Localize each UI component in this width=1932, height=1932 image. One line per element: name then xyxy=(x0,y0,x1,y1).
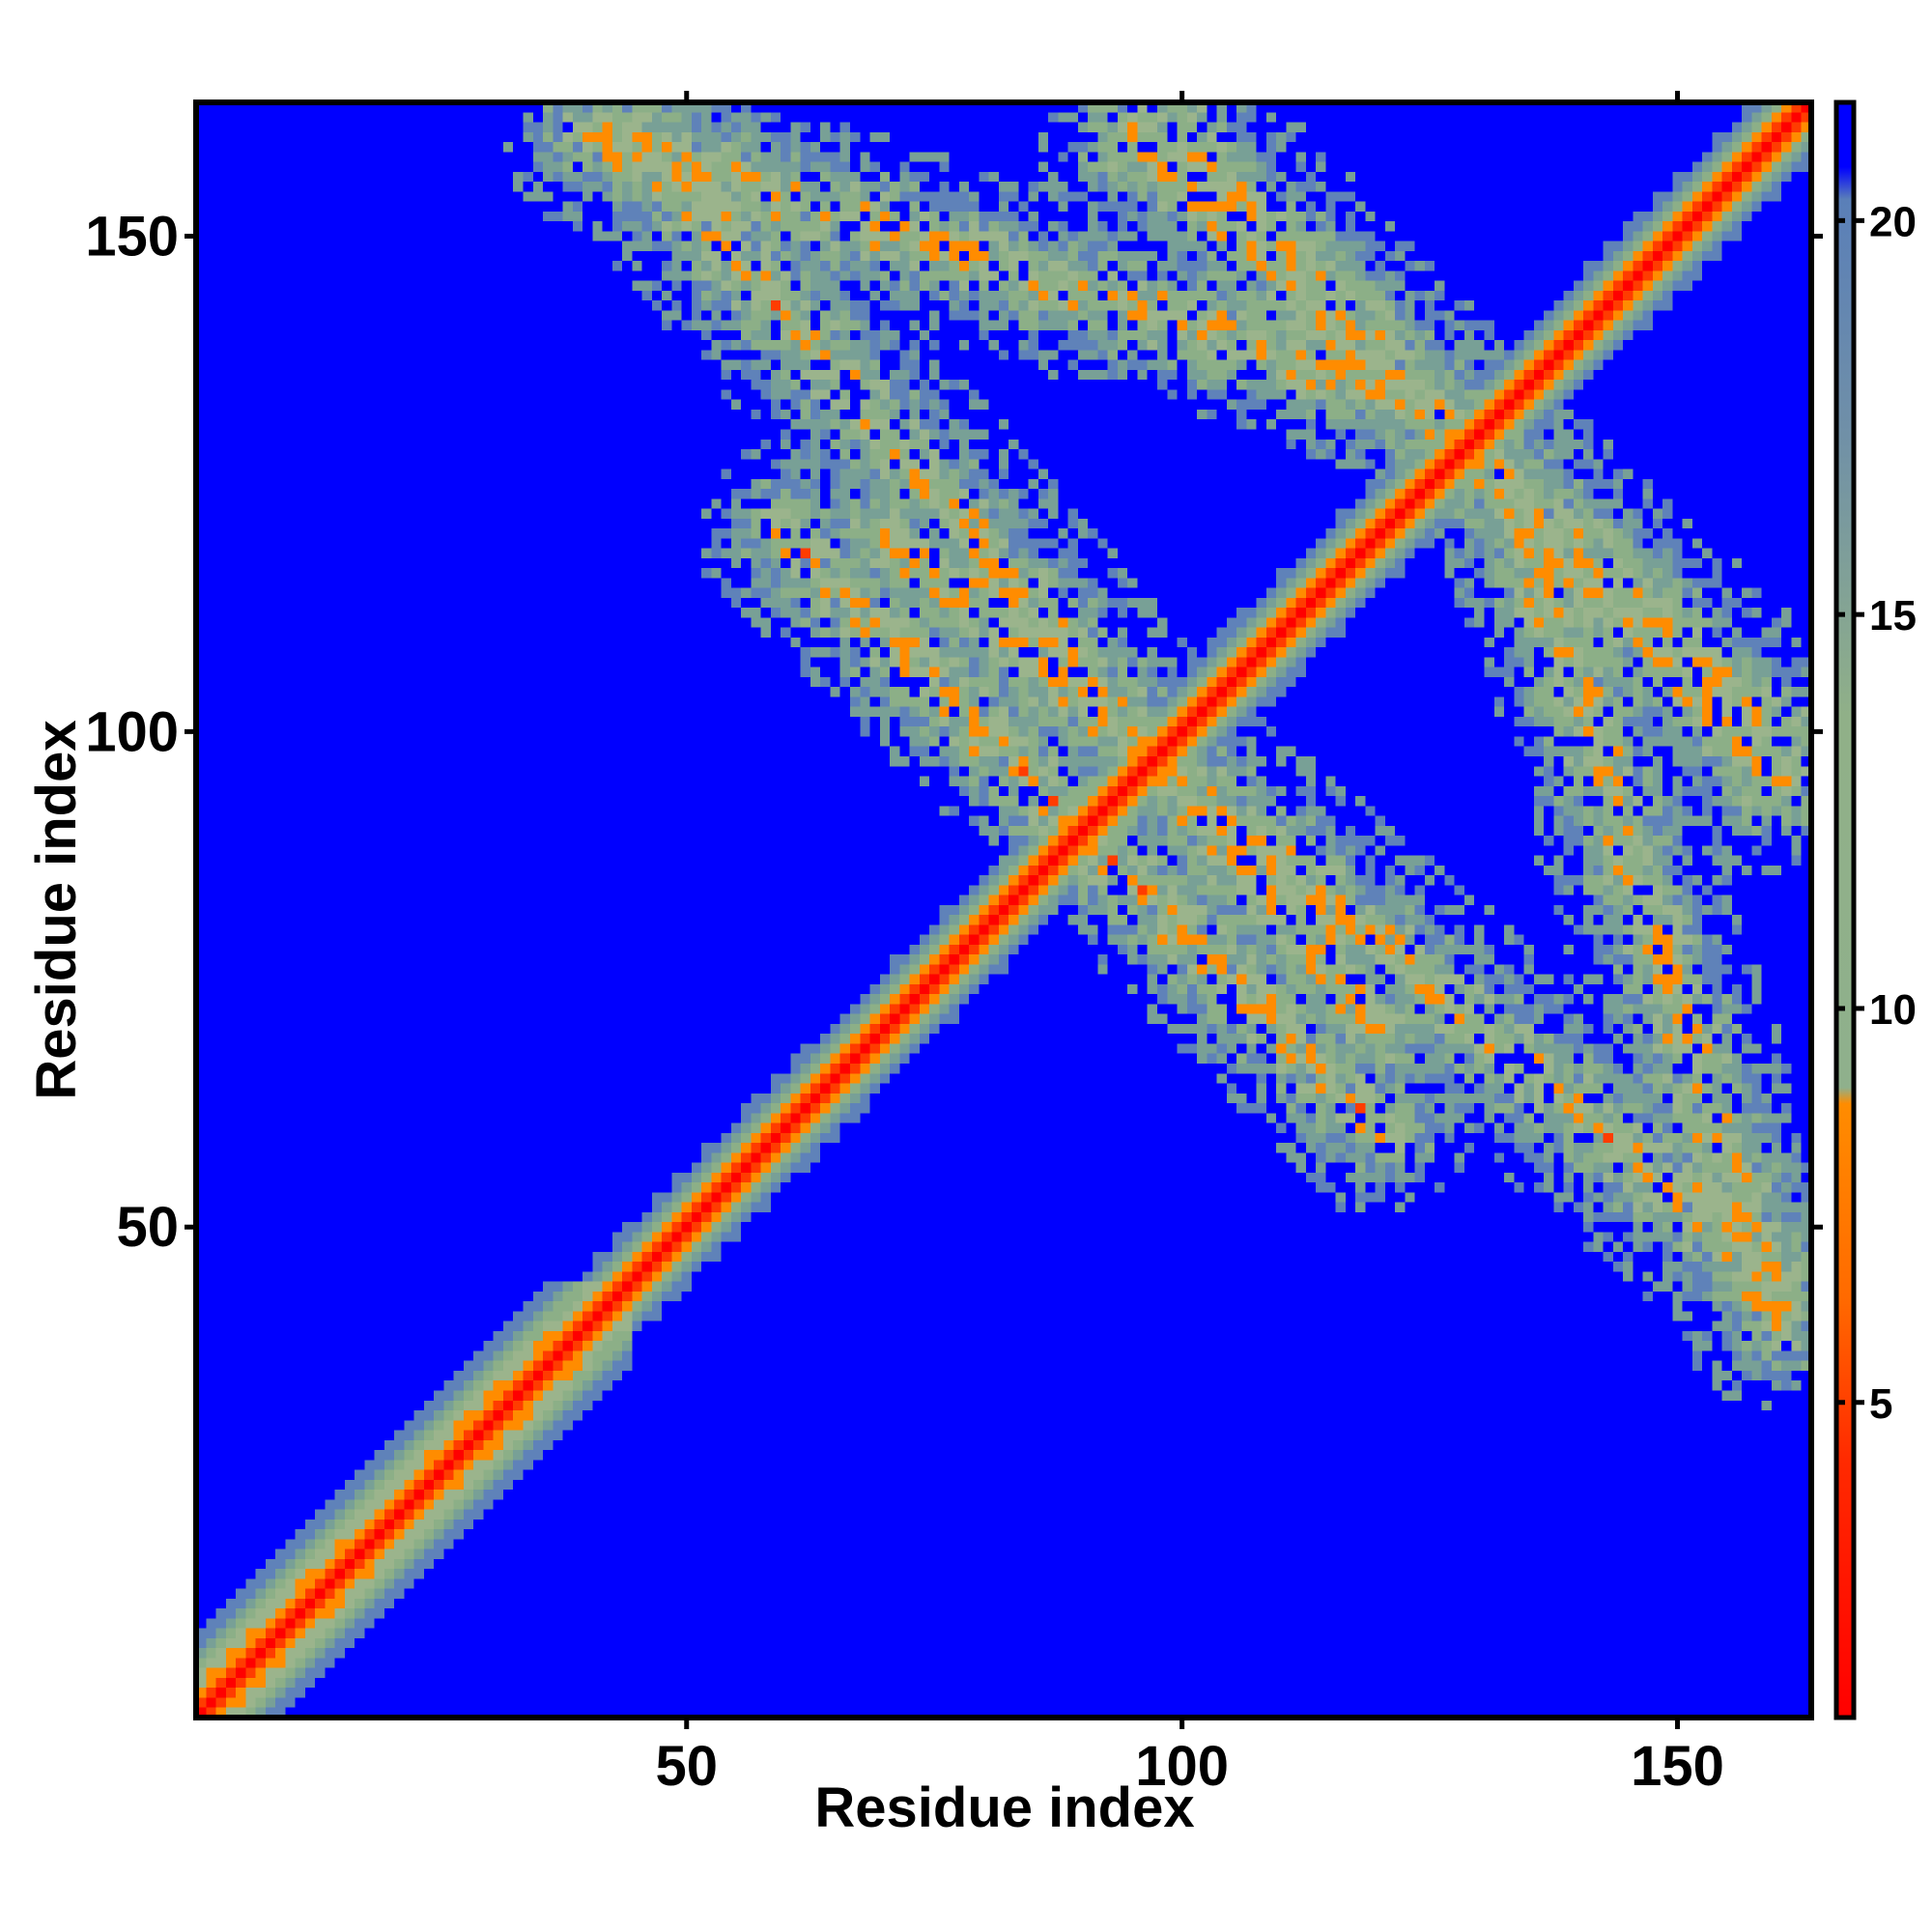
colorbar: 5 10 15 20 xyxy=(1833,99,1917,1720)
y-tick-label: 100 xyxy=(85,700,179,763)
plot-frame xyxy=(193,99,1814,1720)
colorbar-gradient xyxy=(1833,99,1857,1720)
x-tick-label: 150 xyxy=(1631,1735,1724,1798)
y-axis-ticks: 50 100 150 xyxy=(85,205,1823,1259)
x-axis-label: Residue index xyxy=(814,1776,1194,1839)
colorbar-tick-label: 15 xyxy=(1869,592,1917,639)
x-axis-ticks: 50 100 150 xyxy=(655,91,1724,1798)
y-tick-label: 50 xyxy=(116,1196,179,1259)
x-tick-label: 50 xyxy=(655,1735,718,1798)
heatmap-cells xyxy=(196,102,1811,1718)
colorbar-tick-label: 5 xyxy=(1869,1380,1892,1428)
x-tick-label: 100 xyxy=(1135,1735,1229,1798)
y-tick-label: 150 xyxy=(85,205,179,268)
colorbar-ticks: 5 10 15 20 xyxy=(1836,198,1917,1428)
colorbar-tick-label: 10 xyxy=(1869,986,1917,1034)
heatmap-plot-area xyxy=(193,99,1814,1720)
y-axis-label: Residue index xyxy=(25,720,88,1099)
colorbar-tick-label: 20 xyxy=(1869,198,1917,245)
